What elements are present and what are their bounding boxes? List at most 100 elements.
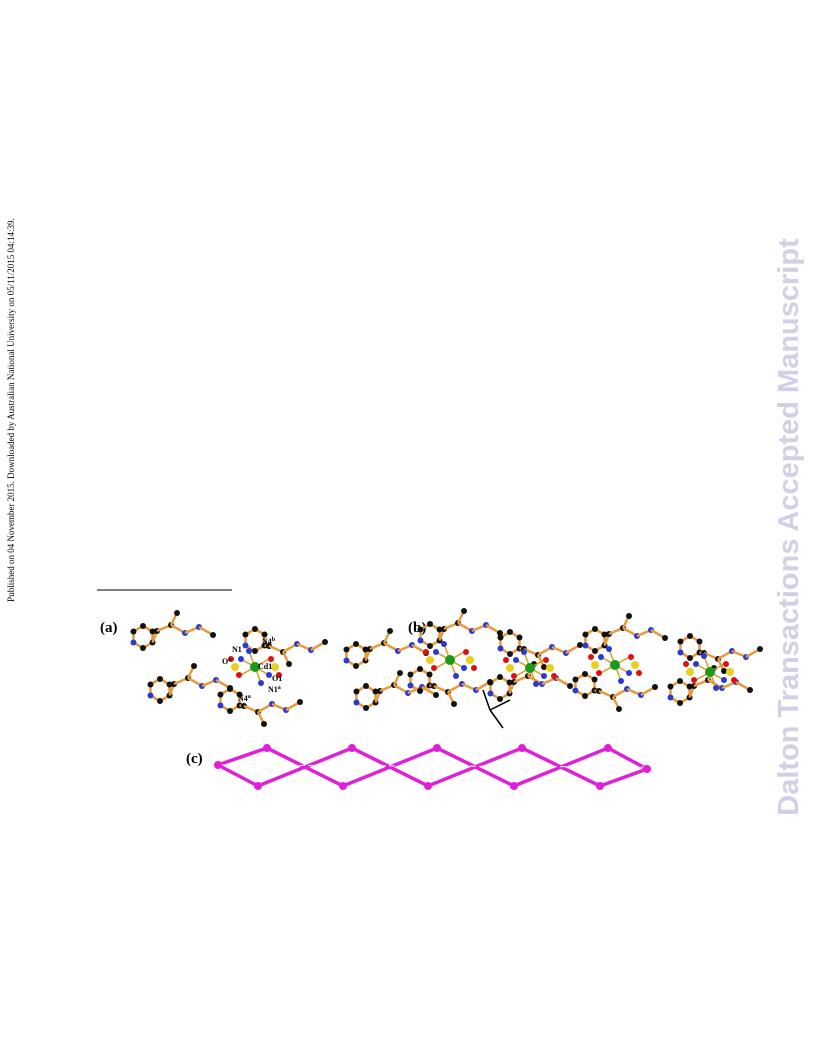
atom [588,654,594,660]
atom [426,671,433,678]
node [348,744,356,752]
atom [687,633,693,639]
atom [546,664,554,672]
atom [363,683,369,689]
atom [606,646,612,652]
atom [516,634,523,641]
node [510,782,518,790]
atom-label: Cd1 [258,662,272,671]
node [214,761,222,769]
atom [533,681,539,687]
arrow [482,689,491,711]
atom [130,639,137,646]
atom [191,663,197,669]
atom [513,657,519,663]
atom [322,639,328,645]
atom-label: N1a [268,685,281,694]
atom [591,676,598,683]
atom [686,668,694,676]
atom [683,661,689,667]
atom [677,700,683,706]
atom [297,699,303,705]
atom [652,684,658,690]
atom [407,671,414,678]
atom [747,687,753,693]
atom [433,692,439,698]
atom [591,661,599,669]
atom [271,663,279,671]
atom [686,683,693,690]
atom [147,692,154,699]
atom [353,699,360,706]
watermark: Dalton Transactions Accepted Manuscript [773,238,805,816]
node [604,744,612,752]
atom [417,626,424,633]
atom [407,682,414,689]
atom [423,649,429,655]
atom-label: N4a [238,694,251,703]
atom [353,688,360,695]
atom [286,661,292,667]
atom [140,623,146,629]
atom [441,641,447,647]
atom [246,648,252,654]
atom [626,670,632,676]
atom [497,630,503,636]
atom [497,696,503,702]
atom [582,693,588,699]
atom-label: N1 [232,645,242,654]
atom [592,648,598,654]
atom [250,662,260,672]
atom [266,672,272,678]
atom [705,667,715,677]
atom [631,661,639,669]
atom-label: N4b [262,637,276,646]
node [339,782,347,790]
atom [227,686,233,692]
atom [210,632,216,638]
node [596,782,604,790]
atom [616,706,622,712]
atom [696,638,703,645]
atom-label-sup: a [228,657,231,663]
atom [582,631,589,638]
atom [551,673,557,679]
panel-label: (a) [100,620,118,636]
atom [497,645,504,652]
node [254,782,262,790]
atom [701,653,707,659]
atom [567,683,573,689]
side-note: Published on 04 November 2015. Downloade… [6,218,16,602]
atom [592,626,598,632]
atom [582,671,588,677]
atom-label: O1 [272,674,282,683]
atom [227,708,233,714]
atom [487,679,494,686]
panel-label: (c) [186,751,203,767]
atom [362,646,369,653]
atom [427,643,433,649]
atom [426,656,434,664]
atom [427,621,433,627]
atom [140,645,146,651]
atom-label-sup: b [272,637,276,643]
atom [731,677,737,683]
atom [431,665,437,671]
atom [417,637,424,644]
axis-line [217,764,648,768]
atom [217,702,224,709]
atom [147,681,154,688]
atom [721,668,727,674]
atom [525,663,535,673]
atom [628,654,634,660]
atom [451,701,457,707]
atom [242,642,249,649]
atom [636,670,642,676]
atom [343,657,350,664]
atom [687,655,693,661]
node [518,744,526,752]
atom [497,674,503,680]
atom [577,642,583,648]
atom [433,649,439,655]
atom [463,649,469,655]
